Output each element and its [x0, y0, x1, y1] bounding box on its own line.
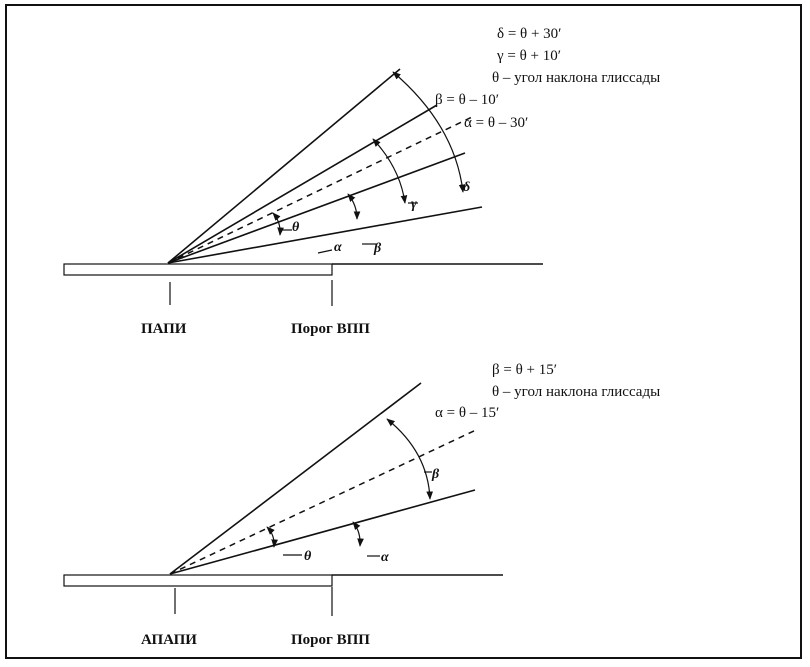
papi-delta-arc [392, 71, 466, 193]
papi-formula-delta: δ = θ + 30′ [497, 26, 561, 42]
papi-beta-arc [347, 193, 361, 220]
apapi-alpha-label: α [381, 550, 389, 565]
apapi-threshold-caption: Порог ВПП [291, 632, 370, 648]
apapi-runway-strip [63, 574, 333, 587]
apapi-theta-label: θ [304, 549, 312, 564]
apapi-formula-theta: θ – угол наклона глиссады [492, 384, 660, 400]
papi-runway-strip [63, 263, 333, 276]
papi-formula-alpha: α = θ – 30′ [464, 115, 528, 131]
apapi-theta-arc [266, 526, 278, 548]
papi-beam-theta-glideslope [167, 116, 473, 264]
apapi-formula-alpha: α = θ – 15′ [435, 405, 499, 421]
papi-beam-beta [167, 152, 466, 264]
papi-beam-alpha [167, 206, 483, 264]
papi-beam-delta [167, 68, 401, 264]
papi-threshold-caption: Порог ВПП [291, 321, 370, 337]
figure-frame [5, 4, 802, 659]
papi-gamma-label: γ [411, 197, 417, 212]
apapi-alpha-arc [352, 521, 364, 547]
papi-caption: ПАПИ [141, 321, 187, 337]
papi-formula-gamma: γ = θ + 10′ [496, 48, 561, 64]
papi-gamma-arc [372, 138, 408, 204]
papi-alpha-leader [317, 249, 333, 254]
apapi-beam-theta-glideslope [169, 429, 477, 575]
papi-beta-label: β [373, 241, 382, 256]
apapi-beta-arc [386, 418, 434, 500]
apapi-beam-beta [169, 382, 422, 575]
apapi-formula-beta: β = θ + 15′ [492, 362, 557, 378]
papi-beam-gamma [167, 104, 438, 264]
papi-alpha-label: α [334, 240, 342, 255]
apapi-caption: АПАПИ [141, 632, 197, 648]
papi-formula-beta: β = θ – 10′ [435, 92, 499, 108]
papi-theta-arc [272, 212, 284, 236]
papi-diagram: δ γ θ α β δ = θ + 30′ γ = θ + 10′ θ – уг… [63, 26, 660, 337]
apapi-diagram: β θ α β = θ + 15′ θ – угол наклона глисс… [63, 362, 660, 648]
papi-theta-label: θ [292, 220, 300, 235]
papi-formula-theta: θ – угол наклона глиссады [492, 70, 660, 86]
apapi-beta-label: β [431, 467, 440, 482]
papi-delta-label: δ [463, 180, 470, 195]
apapi-beam-alpha [169, 489, 476, 575]
